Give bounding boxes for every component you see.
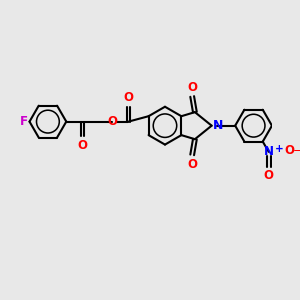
Text: O: O [284, 144, 294, 157]
Text: O: O [124, 91, 134, 104]
Text: O: O [77, 139, 88, 152]
Text: O: O [187, 158, 197, 171]
Text: O: O [264, 169, 274, 182]
Text: −: − [292, 144, 300, 157]
Text: +: + [275, 144, 284, 154]
Text: F: F [20, 115, 28, 128]
Text: N: N [264, 146, 274, 158]
Text: N: N [213, 119, 224, 132]
Text: O: O [187, 81, 197, 94]
Text: O: O [107, 115, 117, 128]
